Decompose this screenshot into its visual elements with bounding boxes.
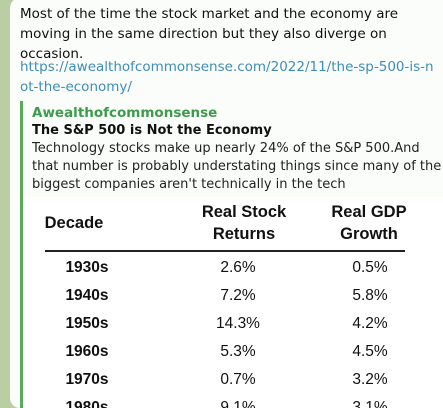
cell-stock-return: 0.7% [220, 371, 256, 388]
preview-site-name: Awealthofcommonsense [32, 105, 218, 121]
preview-title: The S&P 500 is Not the Economy [32, 123, 272, 138]
header-gdp-line1: Real GDP [331, 203, 407, 221]
link-preview[interactable]: Awealthofcommonsense The S&P 500 is Not … [20, 101, 443, 408]
cell-decade: 1930s [65, 259, 109, 276]
message-text: Most of the time the stock market and th… [20, 6, 399, 62]
table-row: 1970s 0.7% 3.2% [24, 370, 443, 398]
header-real-stock-returns: Real Stock Returns [176, 201, 312, 245]
cell-gdp-growth: 4.2% [352, 315, 388, 332]
cell-stock-return: 7.2% [220, 287, 256, 304]
table-row: 1940s 7.2% 5.8% [24, 286, 443, 314]
cell-decade: 1940s [65, 287, 109, 304]
cell-stock-return: 2.6% [220, 259, 256, 276]
preview-description: Technology stocks make up nearly 24% of … [32, 141, 442, 192]
preview-image-table[interactable]: Decade Real Stock Returns Real GDP Growt… [24, 197, 443, 408]
table-row: 1960s 5.3% 4.5% [24, 342, 443, 370]
header-real-gdp-growth: Real GDP Growth [304, 201, 434, 245]
header-decade: Decade [44, 214, 104, 232]
table-row: 1950s 14.3% 4.2% [24, 314, 443, 342]
message-bubble: Most of the time the stock market and th… [10, 0, 443, 408]
header-stock-line2: Returns [212, 225, 276, 243]
table-row: 1930s 2.6% 0.5% [24, 258, 443, 286]
cell-gdp-growth: 3.2% [352, 371, 388, 388]
header-divider [45, 250, 405, 252]
header-gdp-line2: Growth [340, 225, 398, 243]
cell-gdp-growth: 4.5% [352, 343, 388, 360]
cell-stock-return: 5.3% [220, 343, 256, 360]
cell-stock-return: 14.3% [216, 315, 260, 332]
cell-decade: 1960s [65, 343, 109, 360]
cell-decade: 1950s [65, 315, 109, 332]
cell-gdp-growth: 5.8% [352, 287, 388, 304]
cell-gdp-growth: 0.5% [352, 259, 388, 276]
header-stock-line1: Real Stock [201, 203, 287, 221]
article-link[interactable]: https://awealthofcommonsense.com/2022/11… [20, 59, 434, 95]
cell-decade: 1970s [65, 371, 109, 388]
table-header: Decade Real Stock Returns Real GDP Growt… [24, 197, 443, 249]
